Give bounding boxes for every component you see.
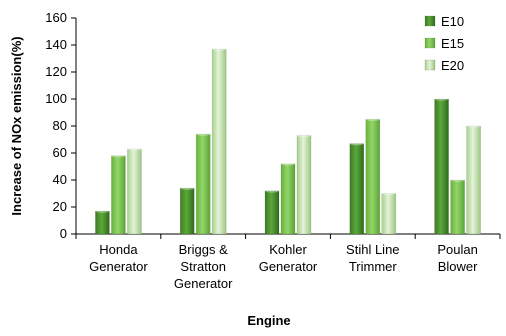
legend-label-e15: E15 bbox=[441, 36, 464, 51]
legend: E10 E15 E20 bbox=[424, 14, 464, 73]
x-tick-label-line: Generator bbox=[89, 259, 148, 274]
legend-label-e20: E20 bbox=[441, 58, 464, 73]
x-tick-label: Poulan Blower bbox=[437, 242, 478, 274]
bar-e15-4 bbox=[365, 118, 381, 235]
y-tick-label: 40 bbox=[53, 172, 67, 187]
x-tick-label-line: Kohler bbox=[269, 242, 307, 257]
bar-e20-5 bbox=[466, 125, 481, 235]
legend-label-e10: E10 bbox=[441, 14, 464, 29]
bar-e20-1 bbox=[127, 148, 142, 235]
x-tick-label-line: Generator bbox=[174, 276, 233, 291]
bar-e10-5 bbox=[434, 98, 449, 235]
x-tick-label: Briggs & Stratton Generator bbox=[174, 242, 233, 291]
x-tick-label-line: Generator bbox=[259, 259, 318, 274]
y-tick-label: 20 bbox=[53, 199, 67, 214]
y-axis: 0 20 40 60 80 100 120 140 160 bbox=[45, 10, 77, 241]
bar-top-highlight bbox=[297, 133, 311, 138]
bar-e20-3 bbox=[296, 135, 312, 235]
y-tick-label: 60 bbox=[53, 145, 67, 160]
bar-top-highlight bbox=[381, 191, 396, 196]
x-tick-label-line: Honda bbox=[99, 242, 138, 257]
y-tick-label: 120 bbox=[45, 64, 67, 79]
bar-e15-1 bbox=[111, 155, 126, 235]
bar-e10-2 bbox=[179, 187, 195, 235]
bars bbox=[95, 47, 481, 235]
bar-e15-2 bbox=[195, 133, 211, 235]
y-tick-label: 80 bbox=[53, 118, 67, 133]
bar-e10-3 bbox=[264, 190, 280, 235]
y-tick-label: 140 bbox=[45, 37, 67, 52]
bar-top-highlight bbox=[95, 209, 110, 213]
bar-top-highlight bbox=[281, 162, 295, 166]
bar-e20-4 bbox=[381, 193, 397, 235]
bar-e15-3 bbox=[280, 163, 296, 235]
x-tick-label-line: Blower bbox=[438, 259, 478, 274]
legend-swatch-e15 bbox=[424, 37, 436, 49]
bar-top-highlight bbox=[180, 186, 195, 190]
bar-top-highlight bbox=[450, 178, 465, 182]
bar-top-highlight bbox=[196, 132, 211, 136]
bar-top-highlight bbox=[434, 97, 449, 101]
x-tick-label-line: Briggs & bbox=[179, 242, 228, 257]
bar-top-highlight bbox=[212, 47, 227, 51]
y-axis-title: Increase of NOx emission(%) bbox=[9, 36, 24, 215]
x-tick-label: Stihl Line Trimmer bbox=[346, 242, 399, 274]
y-tick-label: 100 bbox=[45, 91, 67, 106]
y-tick-label: 160 bbox=[45, 10, 67, 25]
y-tick-label: 0 bbox=[60, 226, 67, 241]
bar-top-highlight bbox=[365, 117, 380, 122]
bar-e15-5 bbox=[450, 179, 465, 235]
bar-top-highlight bbox=[111, 153, 126, 158]
x-tick-label: Kohler Generator bbox=[259, 242, 318, 274]
x-tick-label-line: Stihl Line bbox=[346, 242, 399, 257]
x-axis-title: Engine bbox=[247, 313, 290, 328]
x-tick-label-line: Poulan bbox=[437, 242, 477, 257]
bar-e10-4 bbox=[349, 143, 365, 235]
legend-swatch-e20 bbox=[424, 59, 436, 71]
x-tick-label-line: Stratton bbox=[180, 259, 226, 274]
legend-swatch-e10 bbox=[424, 15, 436, 27]
bar-top-highlight bbox=[265, 189, 279, 193]
bar-top-highlight bbox=[466, 124, 481, 128]
bar-top-highlight bbox=[349, 141, 364, 146]
x-tick-label-line: Trimmer bbox=[349, 259, 398, 274]
x-tick-label: Honda Generator bbox=[89, 242, 148, 274]
bar-e10-1 bbox=[95, 210, 110, 235]
bar-e20-2 bbox=[211, 48, 227, 235]
bar-top-highlight bbox=[127, 147, 142, 151]
